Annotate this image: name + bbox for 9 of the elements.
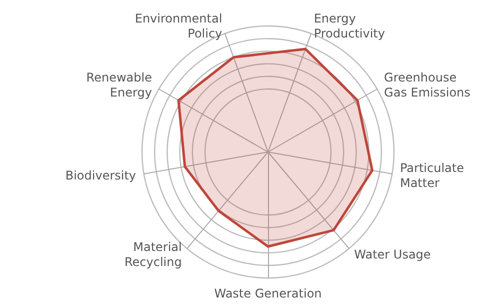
spoke-label: Greenhouse Gas Emissions: [384, 70, 470, 100]
spoke-label: Energy Productivity: [314, 12, 385, 41]
spoke-label: Material Recycling: [124, 240, 182, 270]
spoke-label: Particulate Matter: [400, 160, 464, 190]
spoke-label: Environmental Policy: [134, 12, 222, 41]
spoke-label: Biodiversity: [65, 168, 136, 182]
spoke-label: Water Usage: [354, 248, 431, 262]
spoke-label: Renewable Energy: [86, 70, 152, 100]
spoke-label: Waste Generation: [214, 286, 322, 300]
